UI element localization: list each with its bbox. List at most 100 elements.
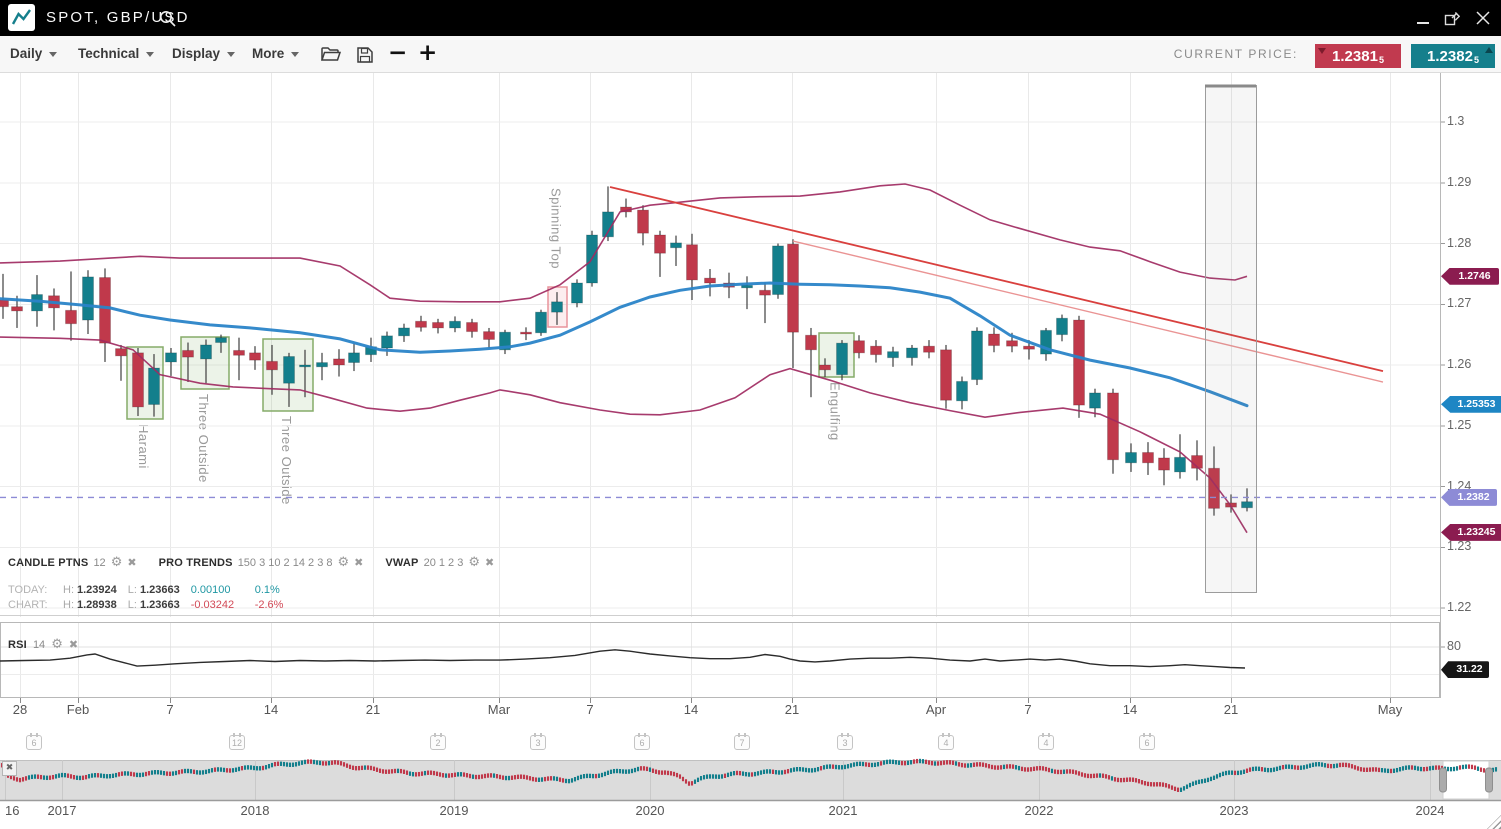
remove-study-icon[interactable]: ✖ — [68, 638, 79, 651]
chevron-down-icon — [49, 51, 58, 57]
navigator[interactable] — [0, 758, 1501, 802]
window-controls — [1417, 0, 1491, 36]
calendar-marker-icon[interactable]: 6 — [1139, 733, 1155, 750]
date-tick-label: 7 — [166, 702, 174, 717]
date-tick-label: 21 — [365, 702, 381, 717]
calendar-marker-icon[interactable]: 3 — [837, 733, 853, 750]
candle-body — [65, 309, 77, 325]
calendar-marker-icon[interactable]: 12 — [229, 733, 245, 750]
search-icon[interactable] — [159, 10, 176, 27]
ask-pip-sub: 5 — [1473, 55, 1479, 65]
change-percent: -2.6% — [254, 599, 284, 611]
arrow-up-icon — [1485, 47, 1493, 53]
candle-body — [1241, 501, 1253, 509]
low-value: 1.23663 — [139, 599, 180, 611]
zoom-out-button[interactable]: − — [388, 40, 408, 66]
study-params: 20 1 2 3 — [423, 556, 464, 569]
date-tick-label: 21 — [784, 702, 800, 717]
candle-body — [215, 337, 227, 344]
candle-body — [759, 289, 771, 296]
selection-region[interactable] — [1205, 85, 1257, 593]
gear-icon[interactable]: ⚙ — [110, 555, 123, 570]
minimize-button[interactable] — [1417, 22, 1429, 24]
candles — [0, 186, 1253, 516]
calendar-marker-icon[interactable]: 2 — [430, 733, 446, 750]
navigator-handle-left[interactable] — [1439, 767, 1447, 793]
moving-average-line — [0, 281, 1249, 408]
gear-icon[interactable]: ⚙ — [337, 555, 350, 570]
candle-body — [11, 306, 23, 312]
candle-body — [182, 349, 194, 358]
calendar-marker-icon[interactable]: 6 — [26, 733, 42, 750]
candle-body — [483, 331, 495, 340]
trendline[interactable] — [792, 240, 1384, 383]
year-label: 16 — [5, 803, 20, 818]
trendline[interactable] — [609, 186, 1384, 372]
app-logo-icon — [8, 4, 35, 31]
open-folder-icon[interactable] — [320, 46, 342, 67]
date-tick-label: 14 — [263, 702, 279, 717]
save-icon[interactable] — [357, 47, 373, 68]
candle-body — [132, 352, 144, 408]
popout-button[interactable] — [1444, 10, 1461, 26]
remove-study-icon[interactable]: ✖ — [127, 556, 137, 569]
rsi-badge: 31.22 — [1441, 661, 1489, 679]
bid-price-box[interactable]: 1.2381 5 — [1315, 44, 1401, 68]
candle-body — [165, 352, 177, 363]
year-label: 2023 — [1219, 803, 1249, 818]
navigator-minichart — [0, 758, 1498, 792]
date-tick-label: 14 — [683, 702, 699, 717]
candle-body — [398, 327, 410, 337]
zoom-in-button[interactable]: + — [418, 40, 438, 66]
candle-body — [333, 358, 345, 366]
pattern-label: Harami — [136, 424, 151, 469]
gear-icon[interactable]: ⚙ — [468, 555, 480, 570]
navigator-handle-right[interactable] — [1485, 767, 1493, 793]
menu-technical-label: Technical — [78, 46, 140, 61]
menu-daily-label: Daily — [10, 46, 43, 61]
date-tick-label: 21 — [1223, 702, 1239, 717]
candle-body — [1056, 317, 1068, 336]
bid-pip-sub: 5 — [1378, 55, 1384, 65]
calendar-marker-icon[interactable]: 6 — [634, 733, 650, 750]
calendar-marker-icon[interactable]: 3 — [530, 733, 546, 750]
calendar-marker-icon[interactable]: 4 — [938, 733, 954, 750]
high-value: 1.28938 — [77, 599, 117, 611]
remove-study-icon[interactable]: ✖ — [485, 556, 495, 569]
menu-periodicity[interactable]: Daily — [10, 36, 58, 72]
date-tick-label: Mar — [487, 702, 511, 717]
calendar-marker-icon[interactable]: 4 — [1038, 733, 1054, 750]
bid-value: 1.2381 — [1332, 47, 1378, 65]
candle-body — [1125, 451, 1137, 464]
candle-body — [1006, 340, 1018, 347]
candle-body — [415, 320, 427, 328]
candle-body — [971, 330, 983, 381]
gear-icon[interactable]: ⚙ — [51, 637, 63, 652]
rsi-legend: RSI 14 ⚙ ✖ — [8, 637, 78, 652]
menu-technical[interactable]: Technical — [78, 36, 155, 72]
candle-body — [0, 299, 9, 308]
candle-body — [637, 209, 649, 234]
candle-body — [1158, 457, 1170, 471]
price-badge: 1.25353 — [1441, 395, 1501, 413]
menu-display[interactable]: Display — [172, 36, 236, 72]
navigator-close-button[interactable]: ✖ — [2, 761, 17, 776]
candle-body — [887, 351, 899, 359]
change-value: -0.03242 — [190, 599, 235, 611]
candle-body — [1174, 456, 1186, 473]
close-icon[interactable] — [1475, 10, 1491, 26]
candle-body — [348, 352, 360, 364]
ask-price-box[interactable]: 1.2382 5 — [1411, 44, 1495, 68]
candle-body — [1142, 451, 1154, 464]
candle-body — [988, 333, 1000, 347]
candle-body — [200, 344, 212, 360]
year-label: 2018 — [240, 803, 270, 818]
calendar-marker-icon[interactable]: 7 — [734, 733, 750, 750]
menu-more-label: More — [252, 46, 285, 61]
pattern-label: Three Outside — [196, 394, 211, 483]
candle-body — [99, 277, 111, 344]
menu-more[interactable]: More — [252, 36, 300, 72]
candle-body — [741, 284, 753, 289]
remove-study-icon[interactable]: ✖ — [354, 556, 364, 569]
